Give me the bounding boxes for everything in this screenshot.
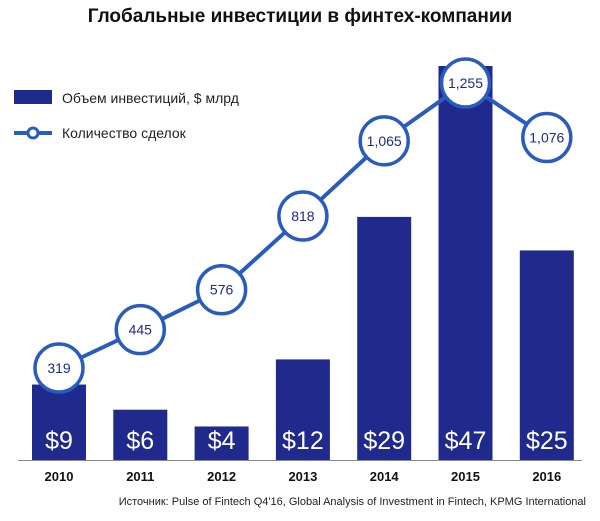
bar-2011 [113, 409, 168, 460]
bar-label-2015: $47 [445, 427, 487, 455]
deal-label-2013: 818 [291, 208, 315, 224]
deal-marker-2016 [521, 111, 573, 164]
chart-legend: Объем инвестиций, $ млрд Количество сдел… [14, 90, 239, 141]
deal-marker-2011 [114, 303, 167, 356]
chart-title: Глобальные инвестиции в финтех-компании [87, 6, 513, 27]
bar-2015 [438, 66, 493, 460]
bar-label-2016: $25 [526, 427, 568, 455]
x-tick-2015: 2015 [451, 469, 480, 484]
legend-line-marker [26, 126, 40, 140]
legend-bar-label: Объем инвестиций, $ млрд [62, 90, 239, 106]
deal-label-2016: 1,076 [529, 130, 564, 146]
legend-line-label: Количество сделок [62, 125, 187, 141]
deal-marker-2013 [277, 190, 329, 242]
bar-label-2012: $4 [208, 427, 236, 455]
deal-label-2015: 1,255 [448, 75, 483, 91]
x-tick-2012: 2012 [207, 469, 236, 484]
x-tick-2016: 2016 [532, 469, 561, 484]
deal-label-2014: 1,065 [367, 133, 402, 149]
legend-bar-swatch [14, 90, 52, 104]
deal-marker-2012 [195, 263, 248, 316]
source-note: Источник: Pulse of Fintech Q4'16, Global… [118, 496, 586, 508]
deal-marker-2014 [358, 115, 410, 167]
bar-label-2014: $29 [363, 427, 405, 455]
deal-label-2012: 576 [210, 282, 234, 298]
bar-label-2010: $9 [45, 427, 73, 455]
bar-2013 [275, 359, 330, 460]
bar-2016 [519, 250, 574, 460]
x-tick-2014: 2014 [370, 469, 400, 484]
bar-2012 [194, 426, 249, 460]
x-tick-2011: 2011 [126, 469, 154, 484]
deal-marker-2010 [33, 342, 85, 394]
x-tick-2013: 2013 [288, 469, 317, 484]
bar-2014 [357, 216, 412, 460]
bar-label-2013: $12 [282, 427, 324, 455]
bar-label-2011: $6 [126, 427, 154, 455]
x-tick-2010: 2010 [45, 469, 74, 484]
deal-marker-2015 [439, 57, 492, 109]
bar-2010 [32, 384, 86, 460]
deal-label-2010: 319 [47, 360, 71, 376]
deal-label-2011: 445 [129, 322, 153, 338]
